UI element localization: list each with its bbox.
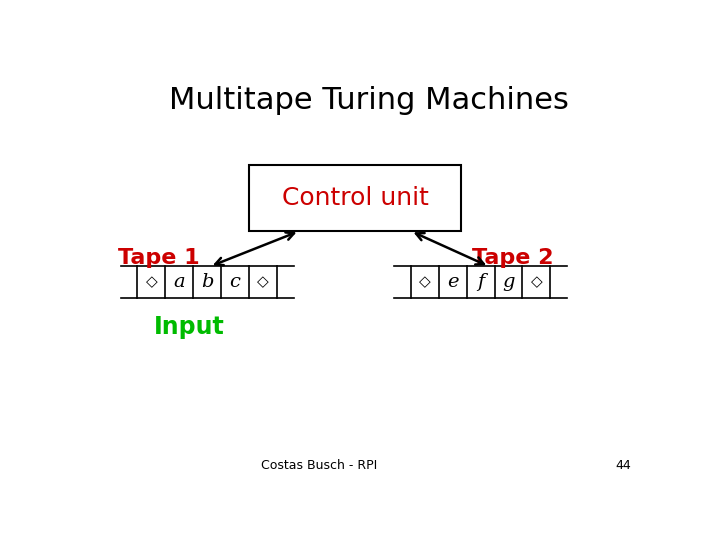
Text: Tape 2: Tape 2 bbox=[472, 248, 553, 268]
Text: e: e bbox=[447, 273, 459, 291]
Text: Multitape Turing Machines: Multitape Turing Machines bbox=[169, 86, 569, 114]
Text: Control unit: Control unit bbox=[282, 186, 428, 210]
Text: g: g bbox=[503, 273, 515, 291]
Text: f: f bbox=[477, 273, 485, 291]
Text: ◇: ◇ bbox=[531, 275, 542, 289]
Text: ◇: ◇ bbox=[257, 275, 269, 289]
Text: 44: 44 bbox=[616, 460, 631, 472]
Text: Tape 1: Tape 1 bbox=[118, 248, 199, 268]
Text: ◇: ◇ bbox=[419, 275, 431, 289]
Text: a: a bbox=[174, 273, 185, 291]
Text: Input: Input bbox=[154, 315, 225, 339]
Bar bbox=[249, 165, 461, 231]
Text: Costas Busch - RPI: Costas Busch - RPI bbox=[261, 460, 377, 472]
Text: c: c bbox=[230, 273, 240, 291]
Text: ◇: ◇ bbox=[145, 275, 157, 289]
Text: b: b bbox=[201, 273, 213, 291]
